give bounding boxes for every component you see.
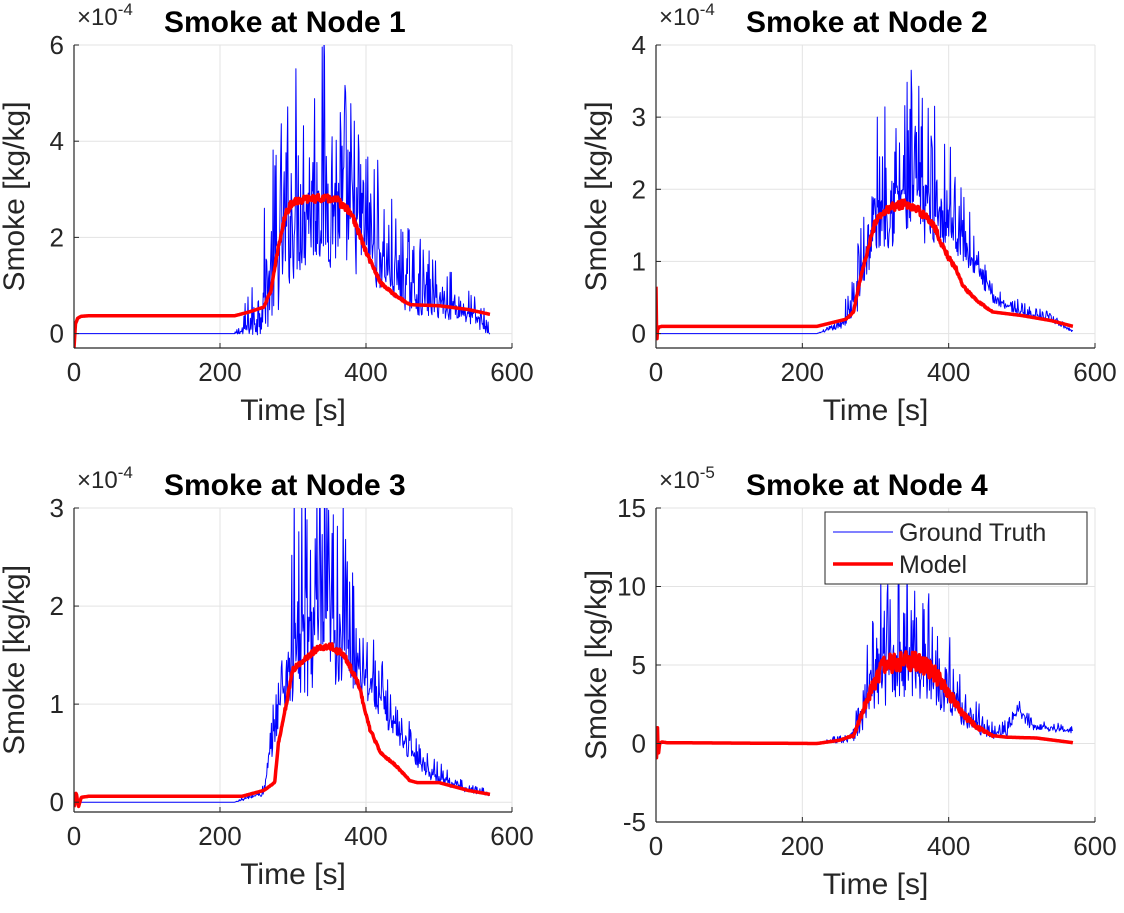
x-axis-label: Time [s] [240, 858, 346, 891]
y-tick-label: 1 [50, 689, 64, 719]
x-tick-label: 400 [927, 357, 970, 387]
x-tick-label: 0 [649, 831, 663, 861]
series-model [656, 650, 1075, 760]
x-axis-label: Time [s] [823, 394, 929, 427]
axes-background [656, 45, 1095, 348]
series-model [74, 192, 492, 348]
axis-exponent: ×10-4 [77, 0, 133, 31]
axis-exponent: ×10-5 [659, 463, 715, 494]
series-ground-truth [74, 508, 490, 803]
y-axis-label: Smoke [kg/kg] [0, 101, 31, 291]
y-tick-label: 1 [632, 246, 646, 276]
chart-title: Smoke at Node 3 [164, 469, 406, 502]
chart-title: Smoke at Node 1 [164, 6, 406, 39]
series-ground-truth [656, 69, 1074, 335]
y-tick-label: -5 [623, 807, 646, 837]
x-tick-label: 600 [490, 357, 533, 387]
axis-exponent: ×10-4 [77, 463, 133, 494]
x-tick-label: 200 [198, 821, 241, 851]
y-axis-label: Smoke [kg/kg] [0, 565, 31, 755]
x-tick-label: 0 [67, 821, 81, 851]
axes-background [74, 45, 512, 348]
y-tick-label: 15 [617, 493, 646, 523]
x-tick-label: 200 [781, 357, 824, 387]
y-axis-label: Smoke [kg/kg] [580, 101, 613, 291]
legend-box [824, 511, 1088, 585]
axes-background [74, 508, 512, 812]
legend: Ground Truth Model [824, 511, 1088, 585]
y-tick-label: 5 [632, 650, 646, 680]
axis-exponent: ×10-4 [659, 0, 715, 31]
y-tick-label: 3 [632, 102, 646, 132]
x-tick-label: 600 [1073, 831, 1116, 861]
x-tick-label: 200 [781, 831, 824, 861]
y-tick-label: 0 [50, 319, 64, 349]
chart-title: Smoke at Node 4 [746, 469, 988, 502]
x-axis-label: Time [s] [240, 394, 346, 427]
x-tick-label: 600 [1073, 357, 1116, 387]
y-tick-label: 2 [632, 174, 646, 204]
x-tick-label: 400 [344, 821, 387, 851]
x-tick-label: 0 [67, 357, 81, 387]
legend-entry: Ground Truth [899, 519, 1046, 547]
series-model [656, 198, 1075, 341]
y-tick-label: 4 [50, 126, 64, 156]
x-tick-label: 400 [927, 831, 970, 861]
chart-title: Smoke at Node 2 [746, 6, 988, 39]
y-axis-label: Smoke [kg/kg] [580, 570, 613, 760]
y-tick-label: 2 [50, 222, 64, 252]
y-tick-label: 4 [632, 30, 646, 60]
x-tick-label: 0 [649, 357, 663, 387]
y-tick-label: 10 [617, 572, 646, 602]
y-tick-label: 3 [50, 493, 64, 523]
y-tick-label: 0 [50, 787, 64, 817]
y-tick-label: 2 [50, 591, 64, 621]
x-tick-label: 400 [344, 357, 387, 387]
x-tick-label: 200 [198, 357, 241, 387]
series-model [74, 642, 492, 809]
subplot-3: 0 200 400 600 0 1 2 3 ×10-4 Smoke at Node 3 Time [… [0, 463, 534, 891]
x-axis-label: Time [s] [823, 868, 929, 901]
legend-entry: Model [899, 551, 967, 579]
y-tick-label: 0 [632, 729, 646, 759]
subplot-2: 0 200 400 600 0 1 2 3 4 ×10-4 Smoke at Node 2 Time … [580, 0, 1117, 427]
y-tick-label: 6 [50, 30, 64, 60]
series-ground-truth [74, 45, 491, 336]
y-tick-label: 0 [632, 319, 646, 349]
x-tick-label: 600 [490, 821, 533, 851]
subplot-1: 0 200 400 600 0 2 4 6 ×10-4 Smoke at Node 1 Time [… [0, 0, 534, 427]
